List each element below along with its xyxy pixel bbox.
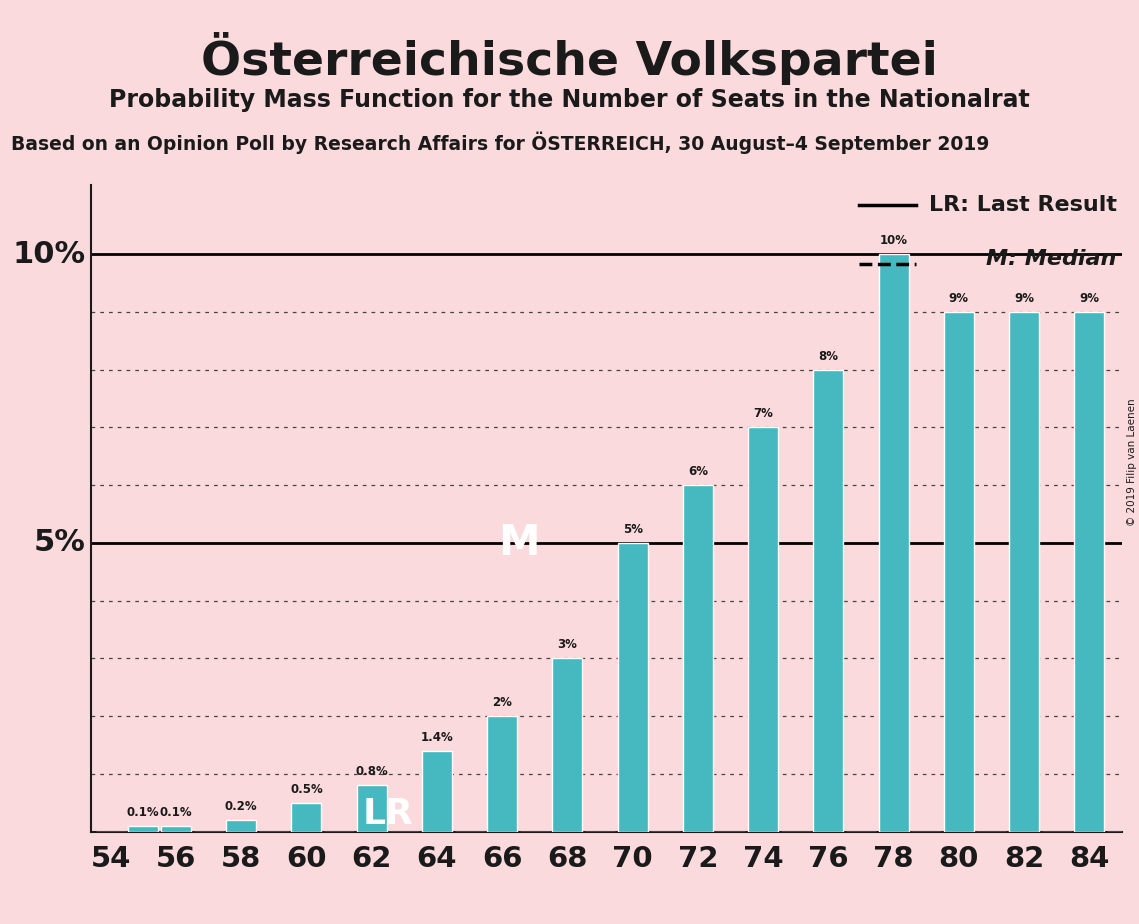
Bar [129,826,158,832]
Bar [292,803,321,832]
Text: Probability Mass Function for the Number of Seats in the Nationalrat: Probability Mass Function for the Number… [109,88,1030,112]
Text: M: M [498,522,539,564]
Text: 0.8%: 0.8% [355,765,388,778]
Text: Based on an Opinion Poll by Research Affairs for ÖSTERREICH, 30 August–4 Septemb: Based on an Opinion Poll by Research Aff… [11,131,990,153]
Text: 1.4%: 1.4% [420,731,453,744]
Text: 5%: 5% [623,523,642,536]
Bar [944,312,974,832]
Text: 9%: 9% [949,292,969,305]
Text: LR: Last Result: LR: Last Result [928,195,1116,214]
Bar [357,785,386,832]
Text: 0.5%: 0.5% [290,783,322,796]
Bar [552,658,582,832]
Text: 8%: 8% [818,349,838,363]
Text: 9%: 9% [1014,292,1034,305]
Text: 5%: 5% [34,529,85,557]
Text: M: Median: M: Median [986,249,1116,270]
Text: 0.1%: 0.1% [159,806,192,819]
Bar [1009,312,1039,832]
Text: 9%: 9% [1080,292,1099,305]
Bar [487,716,517,832]
Text: 7%: 7% [753,407,773,420]
Text: 6%: 6% [688,465,707,479]
Bar [617,543,648,832]
Bar [813,370,843,832]
Text: 10%: 10% [879,234,908,248]
Text: © 2019 Filip van Laenen: © 2019 Filip van Laenen [1126,398,1137,526]
Text: 2%: 2% [492,696,513,710]
Text: LR: LR [362,797,413,831]
Bar [227,821,256,832]
Bar [1074,312,1105,832]
Bar [683,485,713,832]
Text: 0.1%: 0.1% [128,806,159,819]
Text: 0.2%: 0.2% [224,800,257,813]
Text: 3%: 3% [557,638,577,651]
Bar [161,826,191,832]
Text: 10%: 10% [13,239,85,269]
Bar [878,254,909,832]
Text: Österreichische Volkspartei: Österreichische Volkspartei [202,32,937,85]
Bar [748,427,778,832]
Bar [421,750,452,832]
